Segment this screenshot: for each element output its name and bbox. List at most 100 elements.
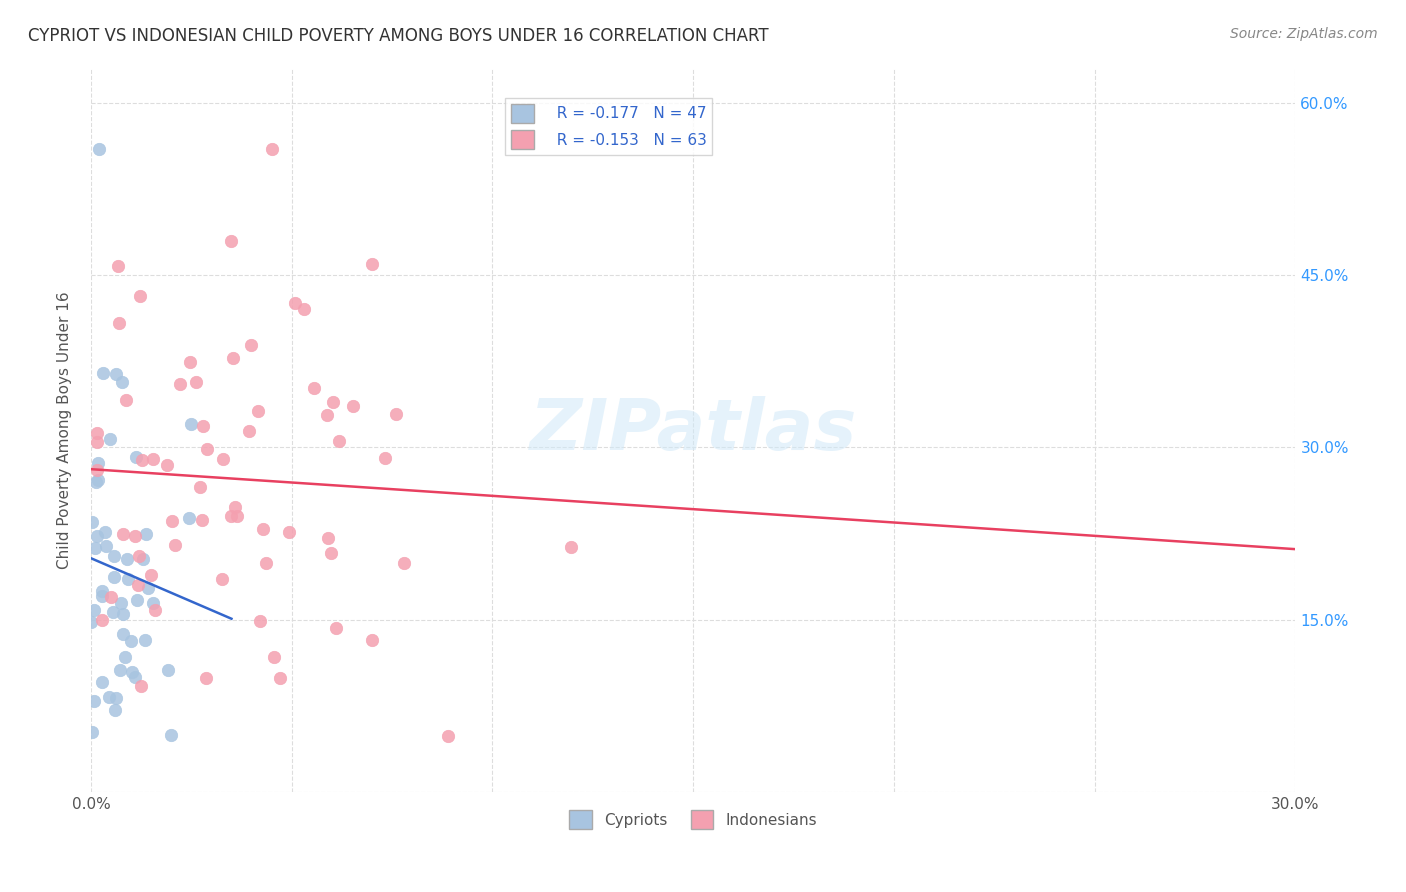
Point <box>105 690 128 705</box>
Point <box>125 450 148 464</box>
Point <box>328 434 350 449</box>
Point <box>104 703 127 717</box>
Point <box>87 456 110 470</box>
Point <box>194 671 217 685</box>
Point <box>121 665 143 679</box>
Point <box>249 614 271 628</box>
Point <box>179 355 201 369</box>
Point <box>83 541 105 555</box>
Point <box>360 633 382 648</box>
Point <box>86 425 108 440</box>
Point <box>86 434 108 449</box>
Point <box>135 527 157 541</box>
Point <box>141 452 163 467</box>
Point <box>436 729 458 743</box>
Point <box>169 376 191 391</box>
Point <box>156 663 179 677</box>
Point <box>94 539 117 553</box>
Text: ZIPatlas: ZIPatlas <box>530 396 856 465</box>
Point <box>111 527 134 541</box>
Point <box>108 316 131 330</box>
Point <box>252 522 274 536</box>
Legend: Cypriots, Indonesians: Cypriots, Indonesians <box>562 804 824 835</box>
Point <box>292 301 315 316</box>
Point <box>82 725 104 739</box>
Text: Source: ZipAtlas.com: Source: ZipAtlas.com <box>1230 27 1378 41</box>
Point <box>263 649 285 664</box>
Point <box>165 539 187 553</box>
Point <box>374 450 396 465</box>
Point <box>325 621 347 635</box>
Point <box>110 663 132 677</box>
Point <box>179 511 201 525</box>
Point <box>304 381 326 395</box>
Point <box>222 351 245 365</box>
Point <box>87 473 110 487</box>
Point <box>361 257 384 271</box>
Point <box>191 419 214 434</box>
Point <box>115 552 138 566</box>
Point <box>143 603 166 617</box>
Point <box>190 513 212 527</box>
Point <box>160 728 183 742</box>
Point <box>83 694 105 708</box>
Point <box>212 451 235 466</box>
Point <box>136 581 159 595</box>
Point <box>131 453 153 467</box>
Point <box>98 690 121 705</box>
Point <box>100 590 122 604</box>
Point <box>392 557 415 571</box>
Point <box>316 531 339 545</box>
Point <box>111 376 134 390</box>
Point <box>84 475 107 489</box>
Point <box>114 649 136 664</box>
Point <box>269 671 291 685</box>
Point <box>80 615 103 629</box>
Point <box>86 463 108 477</box>
Point <box>120 634 142 648</box>
Point <box>322 394 344 409</box>
Point <box>87 142 110 156</box>
Point <box>91 589 114 603</box>
Point <box>238 424 260 438</box>
Point <box>560 541 582 555</box>
Point <box>226 508 249 523</box>
Point <box>277 525 299 540</box>
Point <box>101 606 124 620</box>
Point <box>103 569 125 583</box>
Point <box>114 392 136 407</box>
Point <box>80 515 103 529</box>
Point <box>240 338 263 352</box>
Point <box>91 366 114 380</box>
Point <box>124 670 146 684</box>
Point <box>91 674 114 689</box>
Point <box>91 584 114 599</box>
Point <box>221 234 243 248</box>
Point <box>105 367 128 381</box>
Point <box>211 572 233 586</box>
Point <box>246 403 269 417</box>
Point <box>94 525 117 540</box>
Point <box>127 578 149 592</box>
Point <box>342 399 364 413</box>
Point <box>254 556 277 570</box>
Point <box>111 627 134 641</box>
Point <box>316 408 339 422</box>
Point <box>124 529 146 543</box>
Point <box>195 442 218 456</box>
Point <box>134 632 156 647</box>
Point <box>132 552 155 566</box>
Point <box>139 567 162 582</box>
Point <box>86 529 108 543</box>
Point <box>125 593 148 607</box>
Point <box>98 432 121 446</box>
Point <box>160 514 183 528</box>
Point <box>103 549 125 564</box>
Point <box>117 573 139 587</box>
Point <box>107 259 129 273</box>
Point <box>91 613 114 627</box>
Point <box>385 407 408 421</box>
Point <box>129 289 152 303</box>
Point <box>112 607 135 622</box>
Point <box>156 458 179 472</box>
